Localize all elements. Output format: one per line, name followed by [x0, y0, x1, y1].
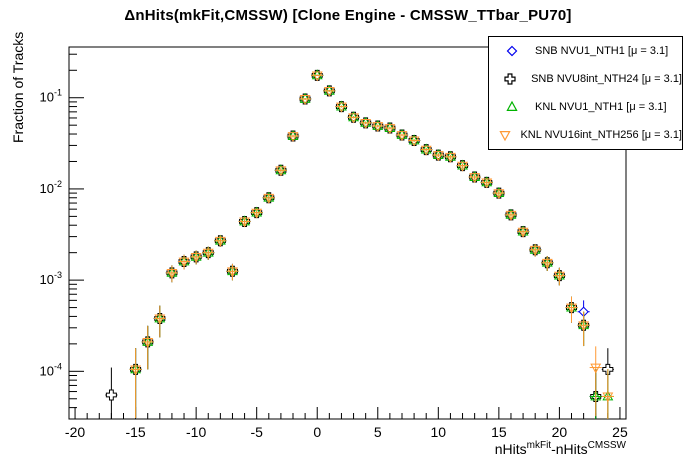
data-marker-open-triangle-up — [457, 159, 468, 170]
data-marker-open-triangle-down — [553, 271, 565, 282]
open-triangle-down-icon — [489, 128, 520, 142]
data-marker-open-triangle-down — [130, 365, 142, 376]
data-marker-open-triangle-down — [396, 131, 408, 142]
data-marker-open-triangle-up — [275, 164, 287, 175]
data-marker-open-triangle-down — [263, 193, 275, 204]
x-tick-label: 20 — [552, 424, 568, 440]
plot-frame — [68, 46, 627, 420]
x-axis-title-base2: -nHits — [551, 441, 588, 457]
y-tick-label: 10-3 — [40, 270, 62, 287]
y-tick-label: 10-1 — [40, 88, 62, 105]
legend-label: KNL NVU16int_NTH256 [μ = 3.1] — [520, 129, 682, 141]
data-marker-open-triangle-down — [227, 267, 238, 278]
open-cross-icon — [489, 72, 531, 86]
data-marker-open-triangle-down — [360, 118, 372, 129]
data-marker-open-triangle-down — [493, 189, 505, 200]
data-marker-open-triangle-down — [602, 392, 614, 403]
data-marker-open-triangle-down — [457, 161, 468, 172]
x-axis-title-base1: nHits — [494, 441, 527, 457]
data-marker-open-triangle-down — [408, 136, 420, 147]
x-tick-label: 10 — [431, 424, 447, 440]
data-marker-open-triangle-up — [493, 187, 505, 197]
x-tick-label: -15 — [125, 424, 145, 440]
data-marker-open-triangle-up — [384, 122, 396, 132]
x-axis-title-sup1: mkFit — [526, 440, 552, 451]
chart-title: ΔnHits(mkFit,CMSSW) [Clone Engine - CMSS… — [124, 7, 572, 24]
data-marker-open-triangle-down — [178, 257, 190, 268]
open-diamond-icon — [489, 44, 535, 58]
data-marker-open-triangle-down — [299, 95, 311, 105]
data-marker-open-triangle-up — [432, 149, 444, 159]
y-axis-title: Fraction of Tracks — [10, 31, 26, 143]
data-marker-open-triangle-up — [396, 128, 408, 139]
legend-row-snb-nvu8int: SNB NVU8int_NTH24 [μ = 3.1] — [489, 66, 682, 92]
data-marker-open-triangle-up — [372, 119, 384, 130]
data-marker-open-triangle-down — [481, 178, 493, 189]
legend-row-knl-nvu1: KNL NVU1_NTH1 [μ = 3.1] — [489, 94, 682, 120]
legend-row-snb-nvu1: SNB NVU1_NTH1 [μ = 3.1] — [489, 38, 682, 64]
x-axis-title: nHitsmkFit-nHitsCMSSW — [495, 440, 626, 457]
data-marker-open-triangle-up — [336, 100, 347, 111]
x-tick-label: 5 — [374, 424, 382, 440]
y-tick-label: 10-4 — [40, 361, 62, 378]
data-marker-open-triangle-down — [517, 227, 529, 238]
data-marker-open-triangle-up — [299, 92, 311, 103]
x-tick-label: 25 — [612, 424, 628, 440]
data-marker-open-triangle-down — [202, 248, 214, 259]
data-marker-open-triangle-down — [420, 145, 432, 156]
x-tick-label: -10 — [186, 424, 206, 440]
data-marker-open-triangle-up — [420, 143, 432, 154]
data-marker-open-triangle-down — [190, 252, 202, 263]
data-marker-open-triangle-down — [251, 208, 263, 219]
legend-label: KNL NVU1_NTH1 [μ = 3.1] — [535, 101, 667, 113]
data-marker-open-triangle-down — [336, 102, 347, 113]
data-marker-open-triangle-down — [154, 314, 166, 325]
data-marker-open-triangle-up — [469, 171, 481, 181]
x-tick-label: 0 — [313, 424, 321, 440]
open-triangle-up-icon — [489, 100, 535, 114]
data-marker-open-triangle-up — [481, 176, 493, 187]
data-marker-open-triangle-down — [142, 338, 154, 348]
data-marker-open-triangle-down — [590, 363, 602, 374]
data-marker-open-triangle-down — [505, 210, 517, 221]
data-marker-open-triangle-down — [311, 71, 323, 82]
data-marker-open-triangle-up — [360, 116, 372, 127]
legend-row-knl-nvu16int: KNL NVU16int_NTH256 [μ = 3.1] — [489, 122, 682, 148]
data-marker-open-triangle-up — [311, 69, 323, 80]
data-marker-open-triangle-up — [408, 134, 420, 145]
data-marker-open-triangle-down — [566, 303, 577, 314]
data-marker-open-triangle-up — [263, 191, 275, 202]
data-marker-open-triangle-down — [432, 151, 444, 162]
legend-label: SNB NVU8int_NTH24 [μ = 3.1] — [531, 73, 682, 85]
data-marker-open-triangle-up — [444, 150, 456, 161]
data-marker-open-triangle-down — [578, 321, 590, 332]
data-marker-open-triangle-up — [348, 111, 359, 122]
data-marker-open-triangle-down — [529, 245, 541, 256]
data-marker-open-triangle-down — [348, 113, 359, 124]
data-marker-open-triangle-up — [287, 130, 299, 140]
legend-box: SNB NVU1_NTH1 [μ = 3.1] SNB NVU8int_NTH2… — [488, 36, 683, 150]
data-marker-open-triangle-down — [469, 173, 481, 184]
data-marker-open-triangle-down — [541, 258, 553, 269]
x-axis-title-sup2: CMSSW — [587, 440, 626, 451]
data-marker-open-triangle-down — [214, 236, 226, 247]
data-marker-open-triangle-down — [239, 217, 251, 228]
data-marker-open-triangle-down — [372, 122, 384, 133]
data-marker-open-triangle-down — [166, 269, 178, 279]
x-tick-label: -5 — [250, 424, 263, 440]
data-marker-open-triangle-down — [275, 166, 287, 177]
data-marker-open-cross — [105, 389, 117, 401]
data-marker-open-triangle-down — [384, 124, 396, 135]
legend-label: SNB NVU1_NTH1 [μ = 3.1] — [535, 45, 669, 57]
data-marker-open-triangle-down — [444, 152, 456, 163]
data-marker-open-triangle-up — [323, 84, 335, 95]
y-tick-label: 10-2 — [40, 179, 62, 196]
x-tick-label: 15 — [491, 424, 507, 440]
x-tick-label: -20 — [65, 424, 85, 440]
data-marker-open-triangle-down — [323, 86, 335, 97]
data-marker-open-triangle-down — [287, 132, 299, 143]
